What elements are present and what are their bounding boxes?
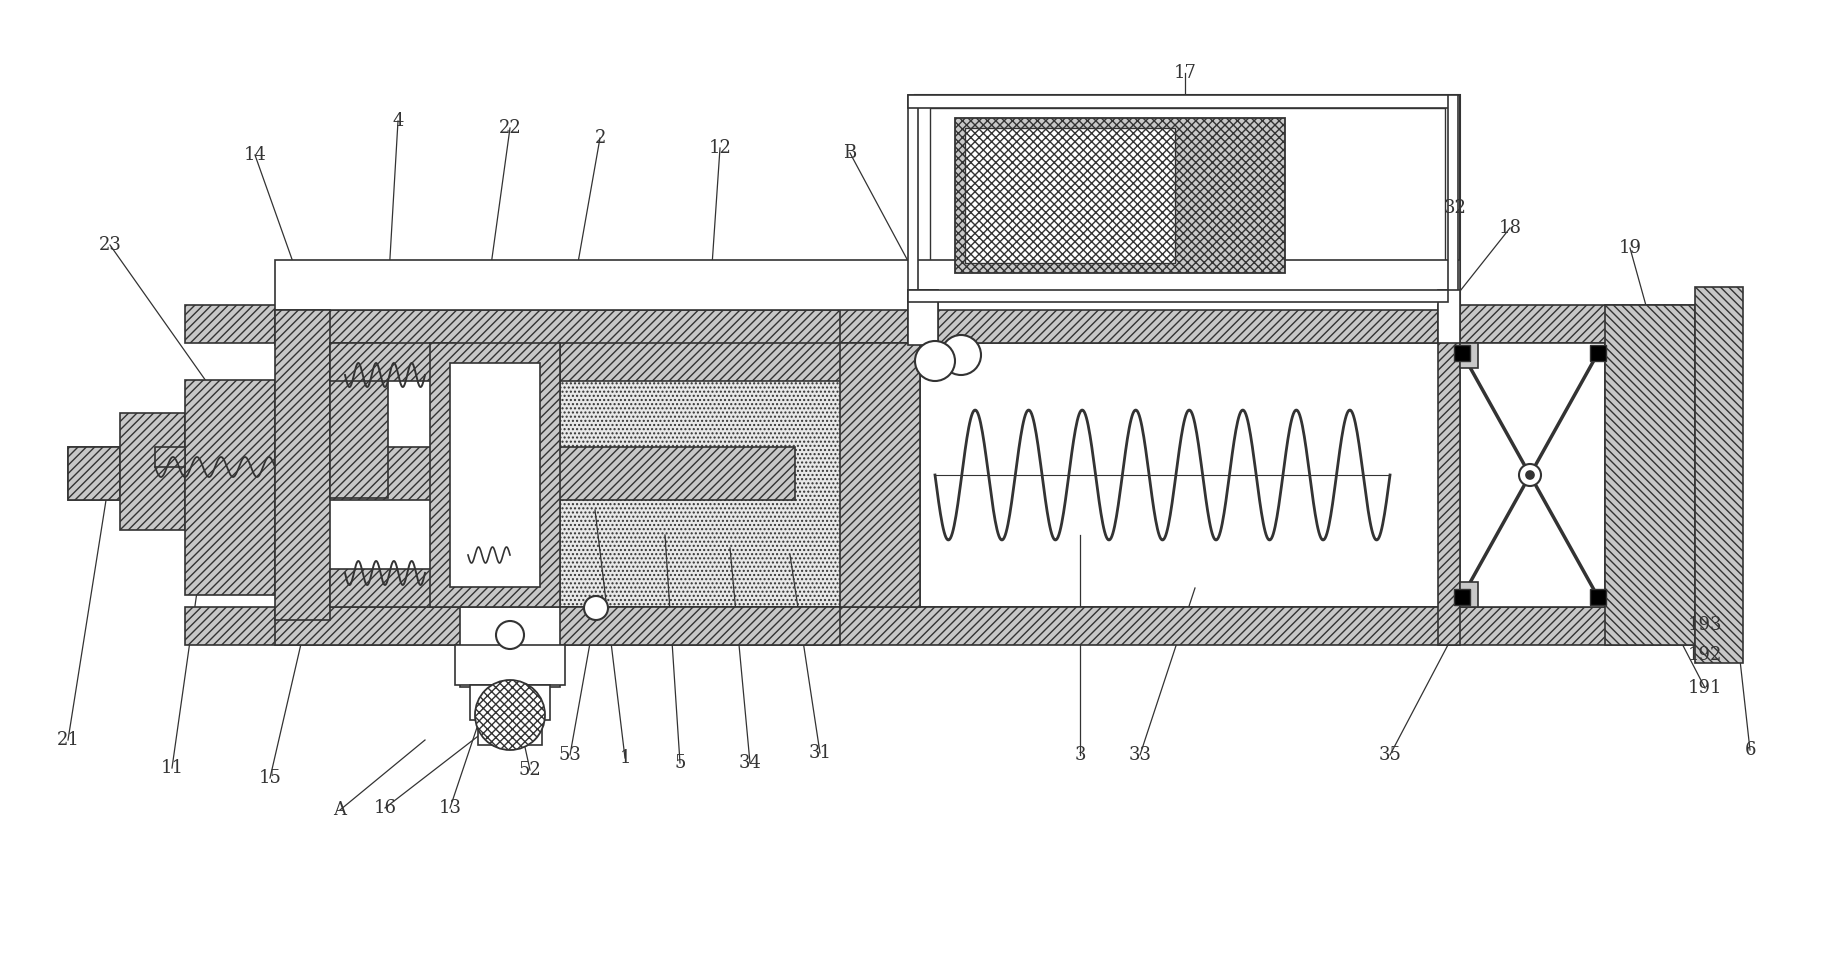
Bar bbox=[1438, 290, 1460, 343]
Bar bbox=[909, 290, 938, 345]
Text: 6: 6 bbox=[1743, 741, 1756, 759]
Bar bbox=[184, 380, 275, 595]
Bar bbox=[914, 95, 1460, 305]
Bar bbox=[330, 343, 455, 381]
Text: 31: 31 bbox=[809, 744, 831, 762]
Bar bbox=[275, 607, 840, 645]
Circle shape bbox=[475, 680, 546, 750]
Text: 15: 15 bbox=[258, 769, 282, 787]
Bar bbox=[155, 447, 184, 467]
Bar bbox=[120, 413, 184, 530]
Circle shape bbox=[942, 335, 980, 375]
Text: 53: 53 bbox=[558, 746, 581, 764]
Text: 4: 4 bbox=[393, 112, 404, 130]
Text: 11: 11 bbox=[160, 759, 184, 777]
Text: 52: 52 bbox=[518, 761, 542, 779]
Bar bbox=[1438, 305, 1460, 645]
Bar bbox=[909, 95, 918, 295]
Bar bbox=[461, 607, 560, 687]
Text: 34: 34 bbox=[739, 754, 761, 772]
Circle shape bbox=[914, 341, 955, 381]
Bar bbox=[275, 310, 330, 620]
Bar bbox=[68, 447, 120, 500]
Text: 33: 33 bbox=[1128, 746, 1152, 764]
Bar bbox=[429, 343, 560, 607]
Bar bbox=[470, 685, 549, 720]
Bar bbox=[918, 300, 929, 343]
Bar bbox=[920, 343, 1439, 607]
Text: 192: 192 bbox=[1688, 646, 1721, 664]
Text: 23: 23 bbox=[98, 236, 122, 254]
Bar bbox=[1460, 343, 1478, 368]
Bar bbox=[955, 118, 1285, 273]
Bar bbox=[1605, 305, 1696, 645]
Text: A: A bbox=[334, 801, 346, 819]
Text: 12: 12 bbox=[708, 139, 732, 157]
Bar bbox=[966, 128, 1176, 263]
Bar bbox=[68, 447, 794, 500]
Text: 32: 32 bbox=[1443, 199, 1467, 217]
Bar bbox=[184, 607, 1696, 645]
Text: 5: 5 bbox=[675, 754, 686, 772]
Bar bbox=[184, 305, 1696, 343]
Bar bbox=[477, 720, 542, 745]
Bar bbox=[330, 343, 389, 498]
Bar bbox=[1449, 95, 1458, 295]
Bar bbox=[455, 645, 566, 685]
Bar bbox=[475, 665, 546, 715]
Text: 191: 191 bbox=[1688, 679, 1721, 697]
Text: 18: 18 bbox=[1498, 219, 1522, 237]
Circle shape bbox=[1526, 471, 1533, 479]
Bar bbox=[275, 260, 1460, 310]
Bar bbox=[330, 569, 455, 607]
Text: 19: 19 bbox=[1618, 239, 1642, 257]
Bar bbox=[450, 363, 540, 587]
Bar bbox=[909, 95, 1456, 108]
Bar bbox=[909, 290, 1449, 302]
Bar bbox=[840, 343, 920, 607]
Bar bbox=[560, 343, 920, 381]
Text: 3: 3 bbox=[1074, 746, 1086, 764]
Circle shape bbox=[584, 596, 608, 620]
Text: 21: 21 bbox=[57, 731, 79, 749]
Text: 14: 14 bbox=[243, 146, 267, 164]
Text: 17: 17 bbox=[1174, 64, 1196, 82]
Bar bbox=[931, 108, 1445, 293]
Bar bbox=[909, 290, 938, 343]
Text: B: B bbox=[844, 144, 857, 162]
Bar bbox=[1460, 582, 1478, 607]
Bar bbox=[275, 310, 840, 345]
Text: 1: 1 bbox=[619, 749, 630, 767]
Polygon shape bbox=[560, 343, 920, 607]
Text: 193: 193 bbox=[1688, 616, 1721, 634]
Text: 13: 13 bbox=[439, 799, 461, 817]
Bar bbox=[1696, 287, 1743, 663]
Text: 16: 16 bbox=[374, 799, 396, 817]
Circle shape bbox=[1519, 464, 1541, 486]
Text: 22: 22 bbox=[499, 119, 522, 137]
Text: 35: 35 bbox=[1379, 746, 1401, 764]
Bar bbox=[1460, 343, 1605, 607]
Circle shape bbox=[496, 621, 523, 649]
Text: 2: 2 bbox=[593, 129, 606, 147]
